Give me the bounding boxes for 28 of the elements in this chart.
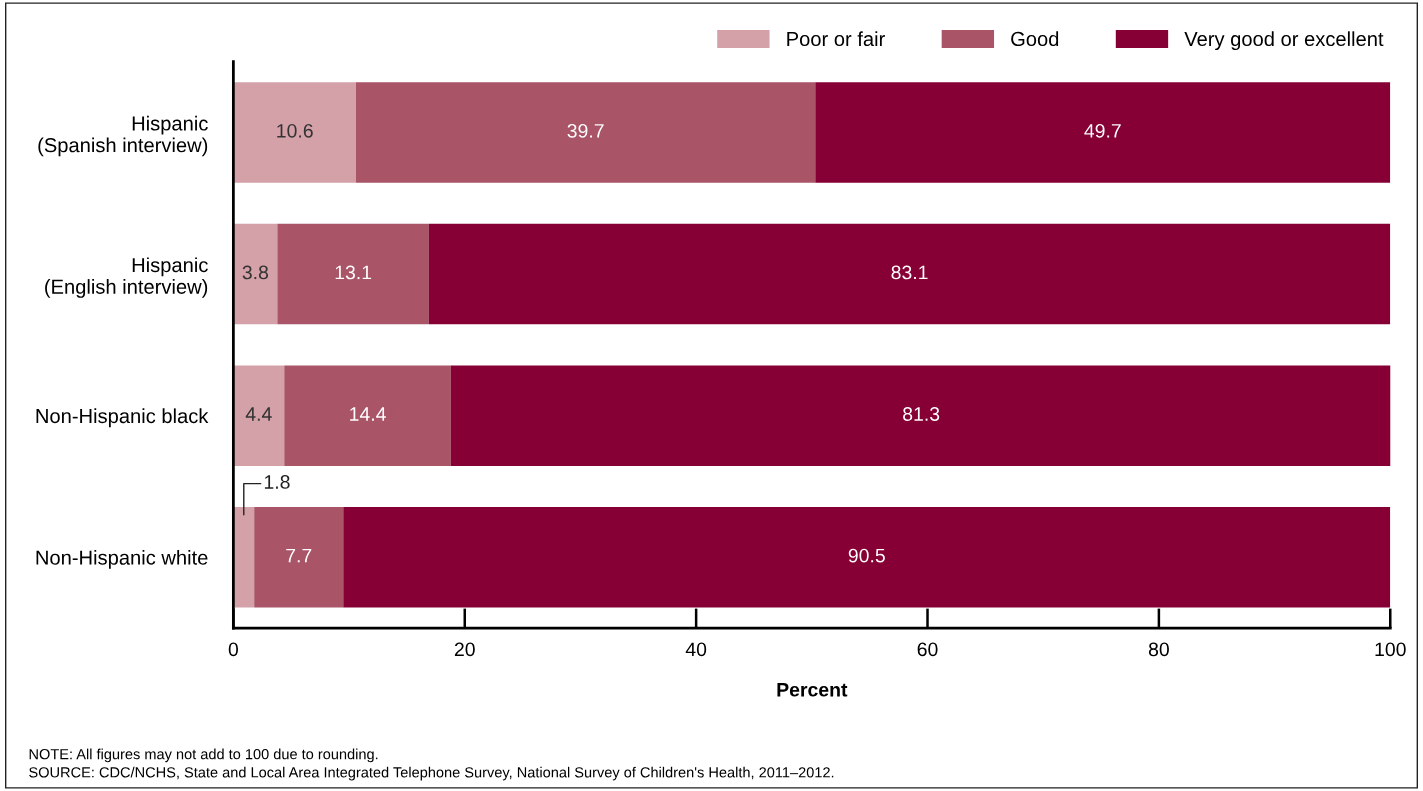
- x-tick-label: 0: [228, 642, 239, 657]
- data-label: 1.8: [264, 475, 290, 489]
- data-label: 3.8: [242, 265, 269, 280]
- data-label: 90.5: [848, 548, 885, 563]
- data-label: 7.7: [286, 548, 312, 563]
- data-label: 83.1: [891, 265, 928, 280]
- y-tick-label: Non-Hispanic white: [36, 549, 208, 569]
- x-tick-label: 100: [1375, 642, 1406, 657]
- legend-label: Poor or fair: [787, 31, 885, 47]
- x-tick-label: 40: [685, 642, 707, 657]
- y-tick-label: Hispanic (English interview): [45, 257, 208, 298]
- x-tick-label: 20: [454, 642, 475, 657]
- y-tick-label: Hispanic (Spanish interview): [38, 115, 208, 157]
- data-label: 39.7: [567, 123, 604, 138]
- data-label: 13.1: [335, 265, 372, 280]
- x-tick-label: 60: [917, 642, 938, 657]
- data-label: 49.7: [1084, 123, 1121, 138]
- data-label: 81.3: [903, 407, 940, 421]
- data-label: 4.4: [245, 407, 272, 421]
- legend-label: Good: [1011, 31, 1059, 47]
- data-label: 10.6: [277, 123, 313, 138]
- text: NOTE: All figures may not add to 100 due to rounding.: [29, 748, 378, 763]
- source-note: SOURCE: CDC/NCHS, State and Local Area Integrated Telephone Survey, National Survey of Children's Health, 2011–2012.: [29, 766, 834, 781]
- legend-label: Very good or excellent: [1184, 31, 1384, 51]
- x-tick-label: 80: [1148, 642, 1169, 657]
- x-axis-title: Percent: [777, 683, 848, 697]
- data-label: 14.4: [350, 407, 386, 421]
- y-tick-label: Non-Hispanic black: [36, 408, 209, 428]
